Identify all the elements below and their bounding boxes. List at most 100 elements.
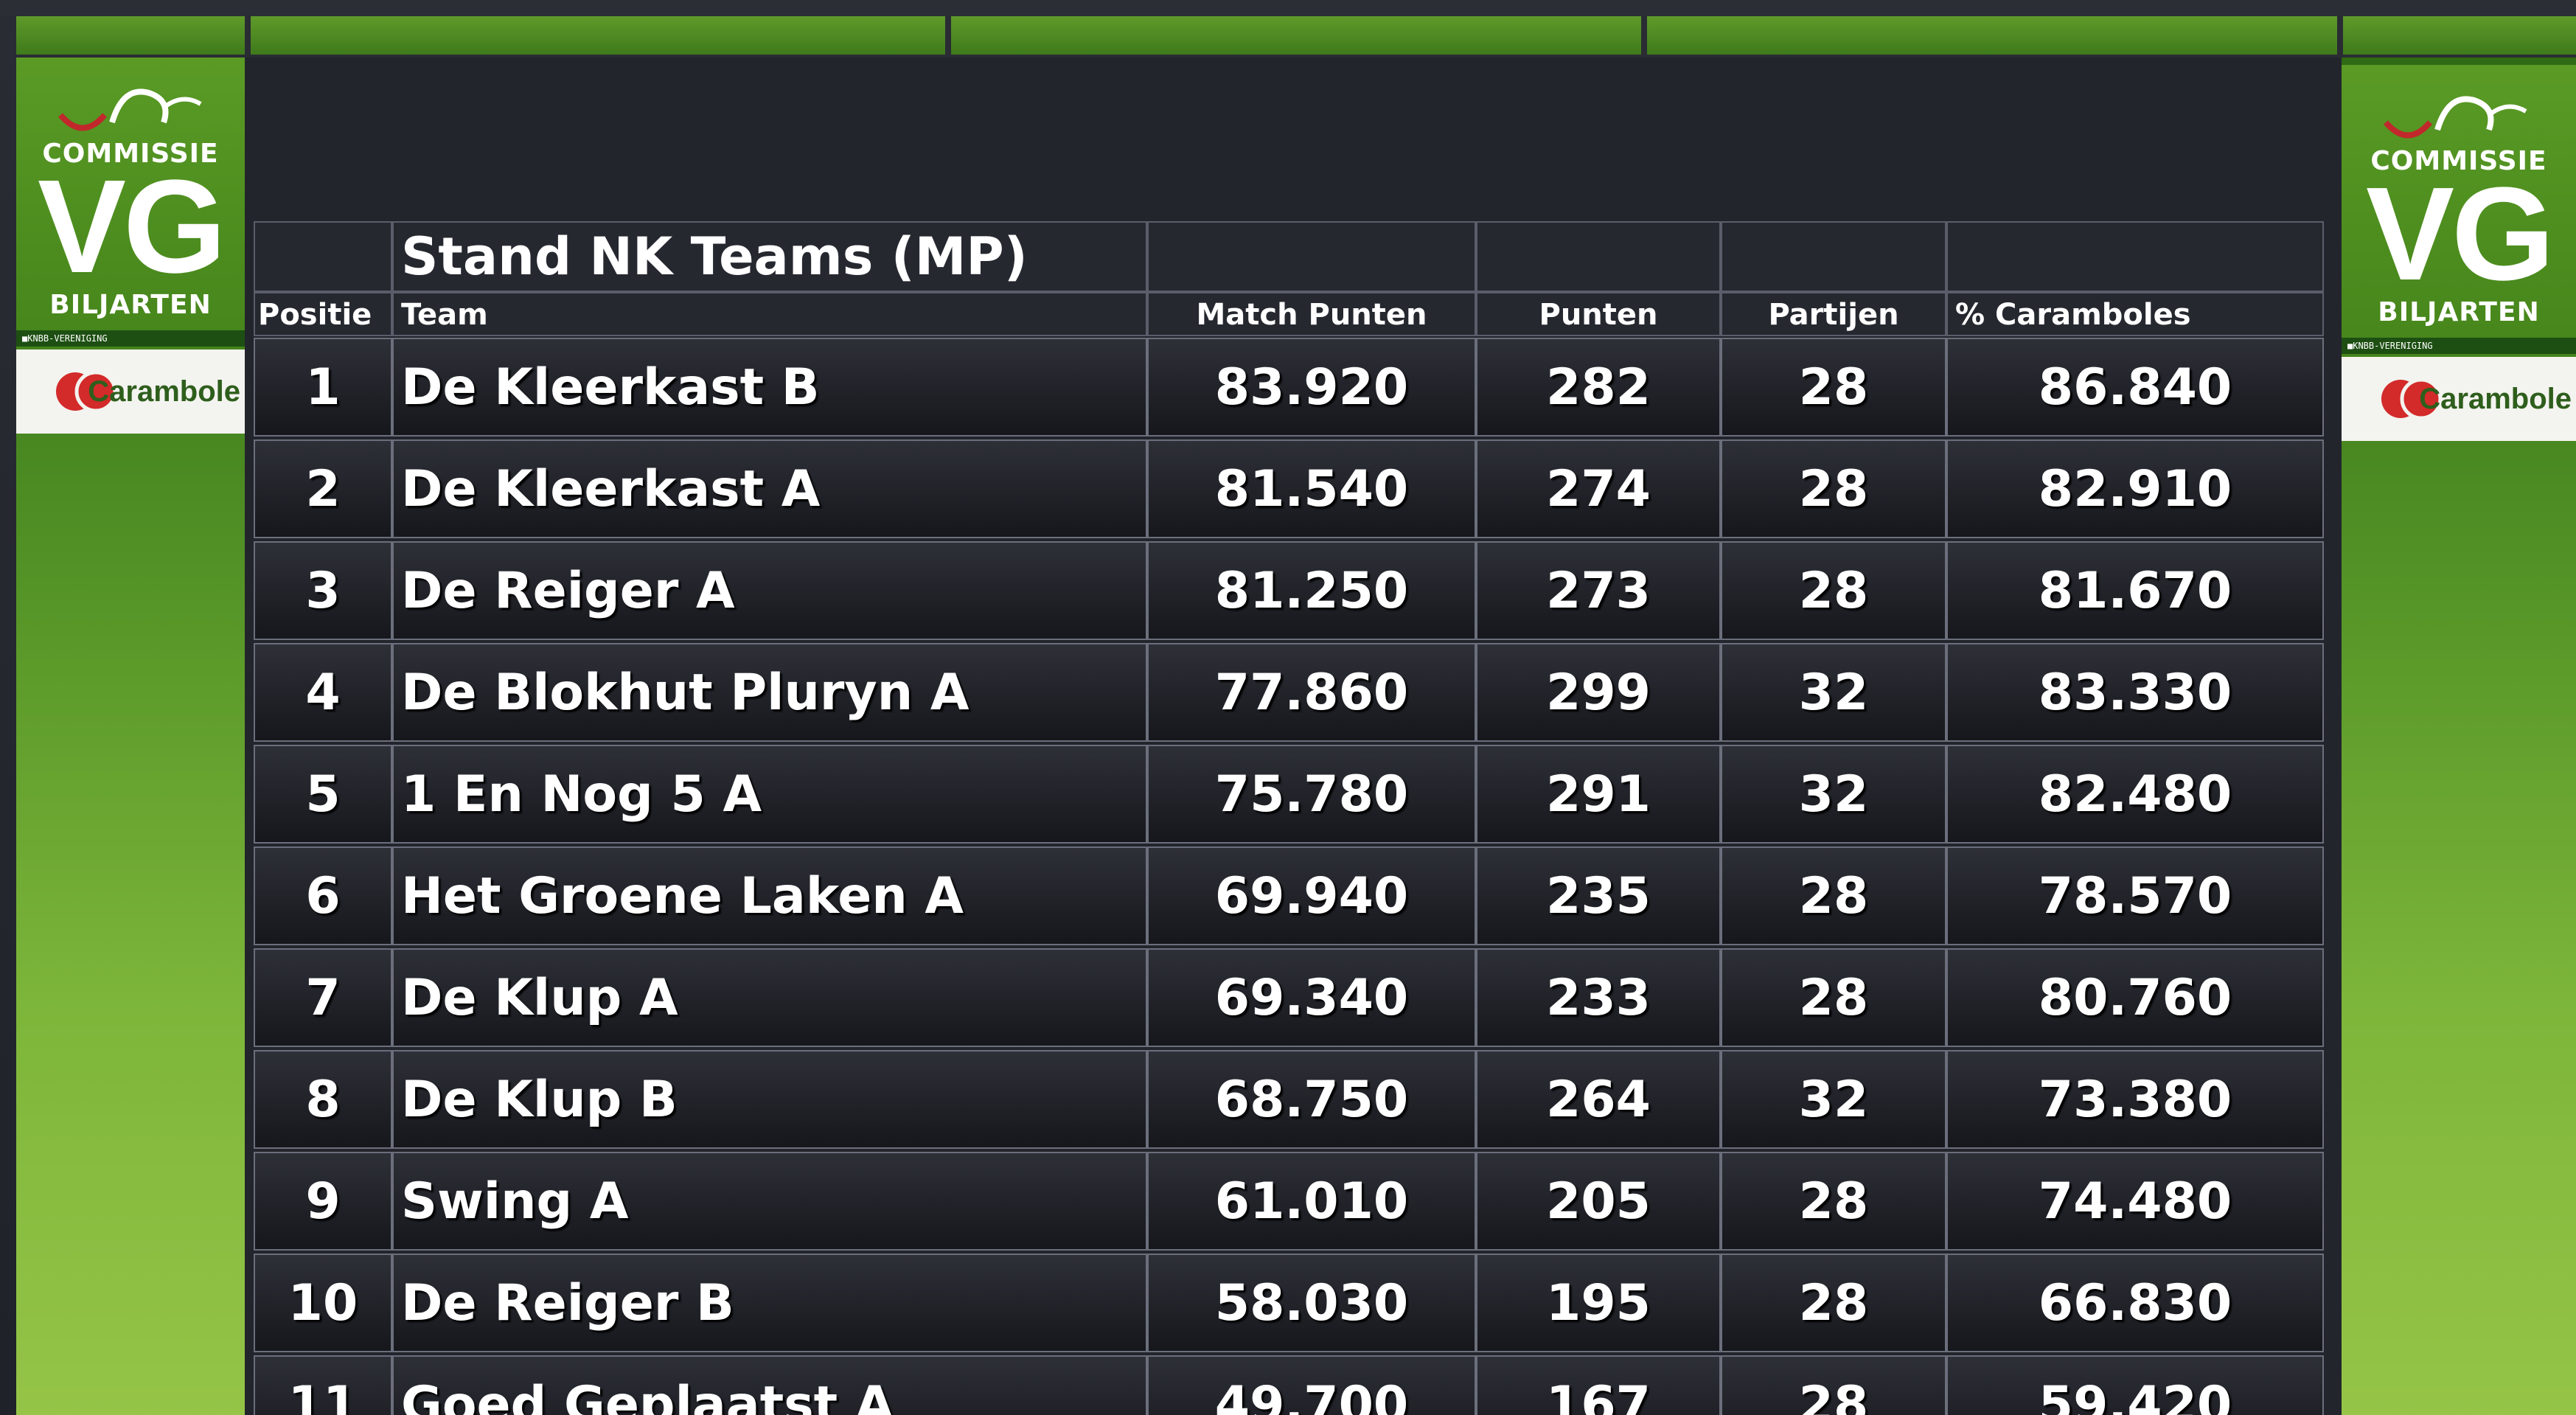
cell-team-text: De Reiger B [401, 1273, 734, 1332]
cell-positie-text: 5 [305, 765, 341, 824]
top-strip [0, 0, 2576, 58]
cell-team: De Reiger B [392, 1254, 1147, 1352]
cell-match-punten: 81.250 [1147, 541, 1476, 640]
cell-partijen: 28 [1721, 1355, 1946, 1415]
cell-positie-text: 1 [305, 358, 341, 417]
cell-team: Goed Geplaatst A [392, 1355, 1147, 1415]
cell-match-punten: 83.920 [1147, 338, 1476, 437]
header-punten-label: Punten [1539, 298, 1658, 332]
right-side-panel: COMMISSIE VG BILJARTEN ■KNBB-VERENIGING … [2342, 58, 2576, 1415]
cell-positie-text: 3 [305, 561, 341, 620]
cell-team: De Klup A [392, 948, 1147, 1047]
cell-match-punten: 68.750 [1147, 1050, 1476, 1149]
cell-punten: 233 [1476, 948, 1721, 1047]
cell-caramboles-text: 82.480 [2038, 765, 2232, 824]
title-spacer-cell [254, 221, 392, 292]
logo-commissie-text: COMMISSIE [42, 139, 219, 169]
cell-punten: 264 [1476, 1050, 1721, 1149]
cell-partijen-text: 28 [1798, 561, 1869, 620]
logo-commissie-text: COMMISSIE [2370, 146, 2547, 176]
cell-partijen: 32 [1721, 643, 1946, 742]
commissie-vg-logo: COMMISSIE VG BILJARTEN ■KNBB-VERENIGING … [2342, 65, 2576, 441]
swoosh-logo-icon [2383, 96, 2527, 139]
cell-match-punten: 75.780 [1147, 745, 1476, 844]
cell-team: De Kleerkast B [392, 338, 1147, 437]
cell-match-punten-text: 69.340 [1214, 968, 1409, 1027]
cell-team: 1 En Nog 5 A [392, 745, 1147, 844]
cell-team-text: De Kleerkast A [401, 459, 821, 518]
logo-biljarten-text: BILJARTEN [2378, 297, 2540, 327]
logo-vg-text: VG [2365, 160, 2555, 308]
cell-punten-text: 282 [1546, 358, 1651, 417]
cell-team-text: De Reiger A [401, 561, 735, 620]
cell-positie: 8 [254, 1050, 392, 1149]
cell-partijen-text: 28 [1798, 358, 1869, 417]
cell-positie: 1 [254, 338, 392, 437]
title-spacer-cell [1476, 221, 1721, 292]
logo-biljarten-text: BILJARTEN [49, 290, 212, 320]
cell-partijen-text: 32 [1798, 663, 1869, 722]
cell-caramboles-text: 74.480 [2038, 1172, 2232, 1231]
cell-punten: 273 [1476, 541, 1721, 640]
header-team: Team [392, 292, 1147, 336]
cell-match-punten-text: 61.010 [1214, 1172, 1409, 1231]
header-positie: Positie [254, 292, 392, 336]
cell-punten: 274 [1476, 439, 1721, 538]
table-title: Stand NK Teams (MP) [392, 221, 1147, 292]
cell-punten-text: 167 [1546, 1375, 1651, 1415]
cell-match-punten: 77.860 [1147, 643, 1476, 742]
carambole-logo: Carambole [16, 350, 245, 434]
cell-match-punten: 69.940 [1147, 846, 1476, 945]
top-bezel [0, 0, 2576, 16]
table-title-text: Stand NK Teams (MP) [401, 226, 1028, 287]
cell-match-punten: 81.540 [1147, 439, 1476, 538]
cell-caramboles-text: 66.830 [2038, 1273, 2232, 1332]
cell-positie: 2 [254, 439, 392, 538]
cell-punten: 195 [1476, 1254, 1721, 1352]
cell-match-punten-text: 81.540 [1214, 459, 1409, 518]
cell-caramboles: 74.480 [1946, 1152, 2324, 1251]
cell-match-punten: 61.010 [1147, 1152, 1476, 1251]
cell-partijen: 28 [1721, 1254, 1946, 1352]
header-caramboles-label: % Caramboles [1955, 298, 2191, 332]
cell-punten: 299 [1476, 643, 1721, 742]
title-spacer-cell [1721, 221, 1946, 292]
cell-caramboles: 78.570 [1946, 846, 2324, 945]
cell-match-punten-text: 68.750 [1214, 1070, 1409, 1129]
header-team-label: Team [401, 298, 488, 332]
cell-caramboles: 73.380 [1946, 1050, 2324, 1149]
cell-team-text: Swing A [401, 1172, 629, 1231]
cell-punten: 205 [1476, 1152, 1721, 1251]
cell-partijen-text: 28 [1798, 968, 1869, 1027]
carambole-balls-icon [56, 370, 117, 413]
cell-team-text: De Klup B [401, 1070, 678, 1129]
cell-caramboles: 82.910 [1946, 439, 2324, 538]
cell-positie-text: 11 [288, 1375, 358, 1415]
cell-partijen-text: 32 [1798, 765, 1869, 824]
cell-positie-text: 8 [305, 1070, 341, 1129]
cell-caramboles-text: 59.420 [2038, 1375, 2232, 1415]
cell-partijen-text: 28 [1798, 459, 1869, 518]
cell-match-punten-text: 69.940 [1214, 866, 1409, 925]
cell-punten-text: 264 [1546, 1070, 1651, 1129]
cell-positie: 3 [254, 541, 392, 640]
cell-caramboles: 80.760 [1946, 948, 2324, 1047]
left-side-panel: COMMISSIE VG BILJARTEN ■KNBB-VERENIGING … [16, 58, 245, 1415]
cell-positie: 9 [254, 1152, 392, 1251]
header-partijen: Partijen [1721, 292, 1946, 336]
cell-match-punten: 58.030 [1147, 1254, 1476, 1352]
header-positie-label: Positie [258, 298, 372, 332]
cell-caramboles: 83.330 [1946, 643, 2324, 742]
cell-partijen: 32 [1721, 1050, 1946, 1149]
cell-team: De Kleerkast A [392, 439, 1147, 538]
cell-caramboles: 66.830 [1946, 1254, 2324, 1352]
logo-knbb-text: ■KNBB-VERENIGING [2342, 338, 2576, 354]
cell-punten-text: 233 [1546, 968, 1651, 1027]
top-green-segment [2343, 16, 2576, 55]
standings-board: Stand NK Teams (MP) Positie Team Match P… [245, 58, 2342, 1415]
cell-positie: 4 [254, 643, 392, 742]
header-match-punten-label: Match Punten [1196, 298, 1427, 332]
cell-team-text: De Kleerkast B [401, 358, 820, 417]
cell-team-text: De Klup A [401, 968, 678, 1027]
